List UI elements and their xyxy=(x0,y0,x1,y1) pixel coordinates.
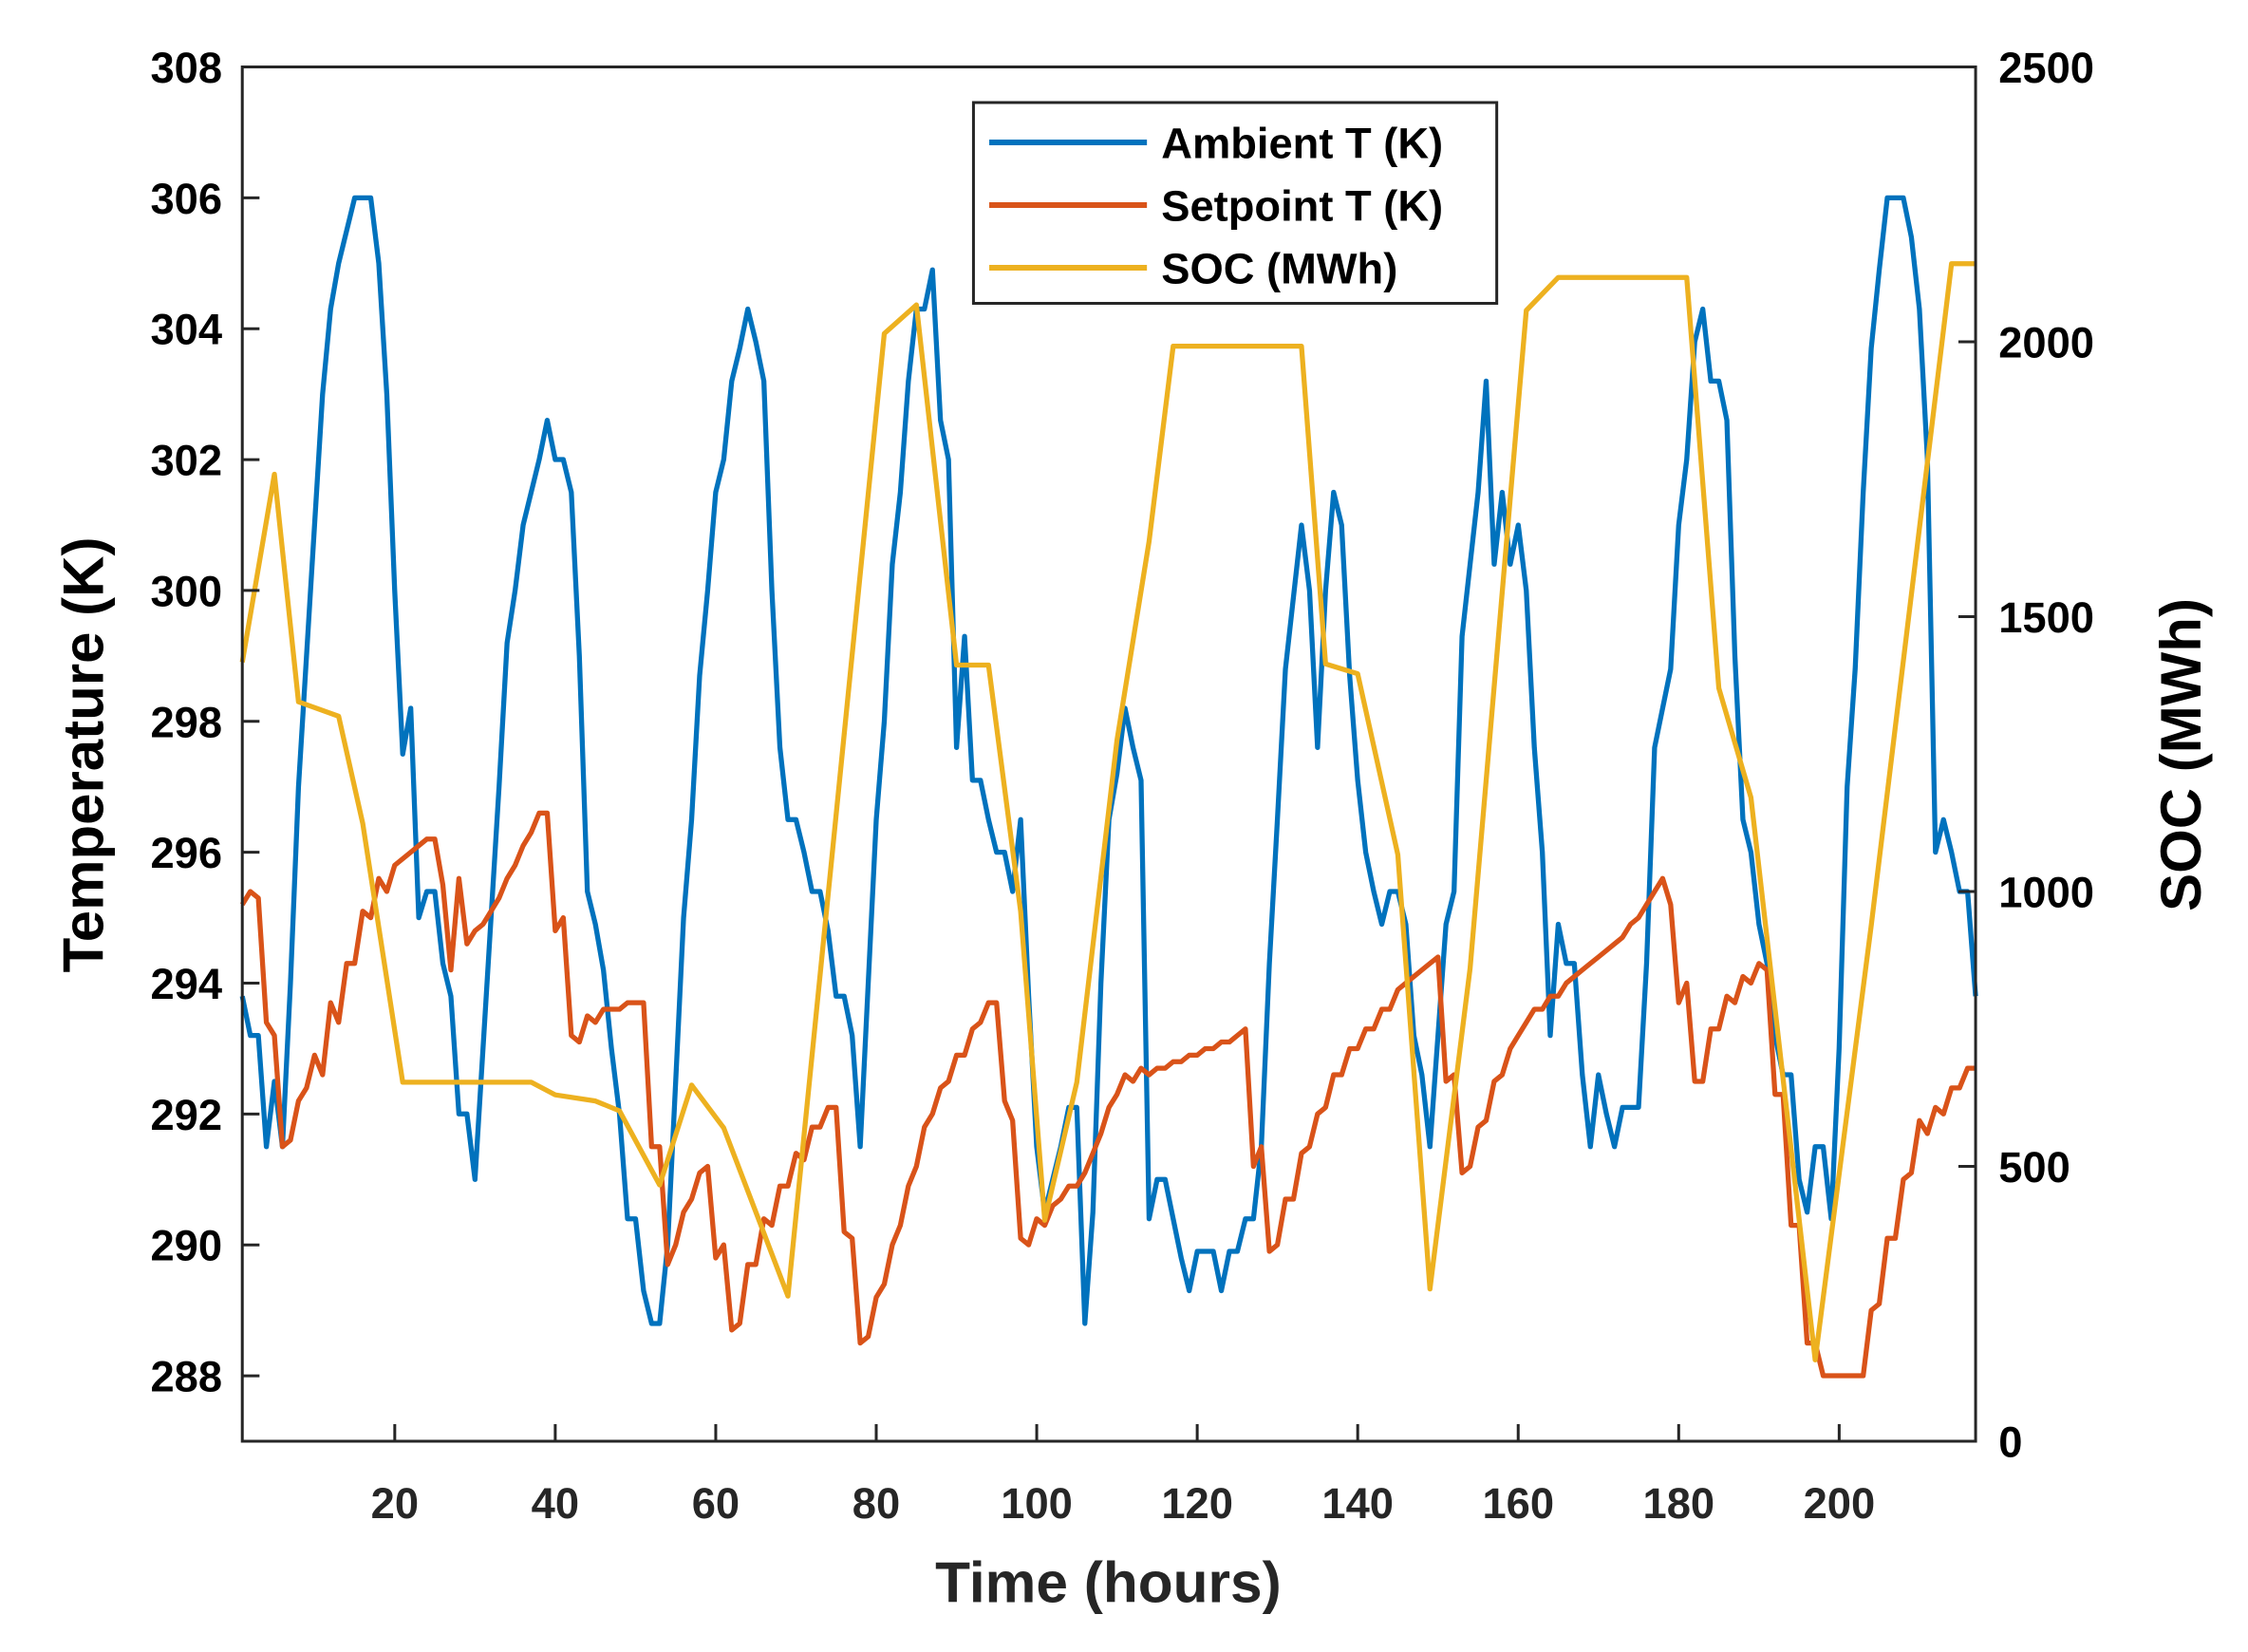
y-tick-label: 290 xyxy=(150,1222,222,1270)
y-right-tick-label: 2000 xyxy=(1998,319,2094,367)
soc-line xyxy=(239,261,1976,1362)
x-axis-label: Time (hours) xyxy=(935,1551,1282,1615)
x-tick-label: 180 xyxy=(1643,1479,1715,1528)
legend-label-soc: SOC (MWh) xyxy=(1161,245,1397,293)
legend-label-setpoint: Setpoint T (K) xyxy=(1161,182,1443,231)
ambient-t-line xyxy=(239,195,1978,1326)
y-tick-label: 288 xyxy=(150,1353,222,1401)
x-tick-label: 140 xyxy=(1321,1479,1394,1528)
y-tick-label: 292 xyxy=(150,1091,222,1139)
legend: Ambient T (K) Setpoint T (K) SOC (MWh) xyxy=(971,101,1499,305)
legend-label-ambient: Ambient T (K) xyxy=(1161,120,1443,168)
y-tick-label: 306 xyxy=(150,175,222,223)
x-tick-label: 20 xyxy=(371,1479,419,1528)
setpoint-t-line xyxy=(239,810,1976,1379)
y-tick-label: 302 xyxy=(150,437,222,485)
y-right-tick-label: 1500 xyxy=(1998,593,2094,642)
y-right-tick-label: 500 xyxy=(1998,1143,2070,1192)
ticks-layer: 20 40 60 80 100 120 140 160 180 200 288 290 292 294 29… xyxy=(150,44,2093,1528)
x-tick-label: 160 xyxy=(1482,1479,1554,1528)
y-tick-label: 294 xyxy=(150,960,222,1008)
y-axis-label: Temperature (K) xyxy=(52,537,116,973)
y-tick-label: 304 xyxy=(150,306,222,354)
x-tick-label: 200 xyxy=(1804,1479,1876,1528)
y-right-tick-label: 2500 xyxy=(1998,44,2094,92)
x-tick-label: 40 xyxy=(532,1479,579,1528)
x-tick-label: 60 xyxy=(692,1479,740,1528)
x-tick-label: 120 xyxy=(1161,1479,1233,1528)
y-tick-label: 296 xyxy=(150,829,222,877)
y-tick-label: 300 xyxy=(150,568,222,616)
plot-frame xyxy=(240,66,1977,1443)
y-right-tick-label: 1000 xyxy=(1998,869,2094,917)
y-right-tick-label: 0 xyxy=(1998,1418,2022,1467)
y-tick-label: 308 xyxy=(150,44,222,92)
series-layer xyxy=(239,195,1978,1379)
y-tick-label: 298 xyxy=(150,698,222,746)
y-axis-right-label: SOC (MWh) xyxy=(2149,598,2213,911)
x-tick-label: 80 xyxy=(852,1479,900,1528)
x-tick-label: 100 xyxy=(1001,1479,1073,1528)
